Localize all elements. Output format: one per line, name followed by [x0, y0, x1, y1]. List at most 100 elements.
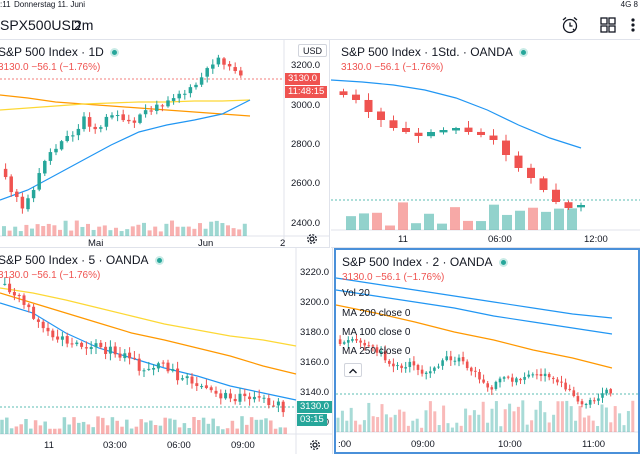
y-tick: 3180.0	[300, 327, 329, 338]
candle-body	[560, 381, 563, 383]
ma-blue-line	[331, 79, 582, 149]
chart-pane-2min-active[interactable]: :00 09:00 10:00 11:00 S&P 500 Index · 2 …	[334, 248, 640, 454]
settings-gear-icon[interactable]	[309, 438, 321, 450]
volume-bar	[226, 225, 230, 236]
settings-gear-icon[interactable]	[306, 232, 318, 244]
candlesticks	[338, 334, 612, 409]
candle-body	[433, 367, 436, 371]
volume-bar	[525, 424, 529, 432]
volume-bar	[552, 414, 556, 432]
volume-bar	[567, 208, 577, 230]
volume-bar	[345, 420, 349, 432]
volume-bar	[600, 404, 604, 432]
volume-bar	[411, 420, 415, 432]
candle-body	[128, 352, 132, 359]
candle-body	[452, 128, 460, 131]
candle-body	[605, 389, 608, 394]
candle-body	[41, 321, 45, 329]
volume-bar	[502, 214, 512, 230]
ma-100-line	[336, 289, 613, 335]
volume-indicator-label[interactable]: Vol 20	[342, 288, 370, 299]
y-tick: 2800.0	[291, 139, 320, 150]
candle-body	[572, 390, 576, 397]
volume-bar	[67, 424, 71, 434]
alarm-clock-icon[interactable]	[560, 15, 580, 35]
pane-title-text: S&P 500 Index · 5 · OANDA	[0, 253, 149, 267]
volume-bar	[437, 425, 441, 432]
layout-grid-icon[interactable]	[598, 15, 618, 35]
volume-bar	[528, 207, 538, 230]
collapse-indicators-button[interactable]	[344, 363, 362, 377]
ma-250-line	[336, 304, 613, 369]
candlesticks	[339, 88, 585, 212]
candle-body	[219, 393, 223, 399]
candle-body	[396, 365, 399, 367]
pane-title-text: S&P 500 Index · 1D	[0, 45, 104, 59]
volume-bar	[163, 417, 167, 434]
candle-body	[65, 135, 69, 142]
candle-body	[531, 374, 535, 376]
pane-title-text: S&P 500 Index · 2 · OANDA	[342, 255, 493, 269]
volume-bar	[264, 418, 268, 434]
candle-body	[389, 120, 398, 128]
currency-badge[interactable]: USD	[298, 44, 328, 57]
y-tick: 3140.0	[300, 387, 329, 398]
candle-body	[80, 342, 84, 347]
pane-title[interactable]: S&P 500 Index · 2 · OANDA	[342, 255, 508, 269]
candle-body	[238, 393, 242, 402]
candle-body	[502, 140, 510, 155]
ma-250-indicator-label[interactable]: MA 250 close 0	[342, 346, 411, 357]
volume-bar	[2, 226, 6, 236]
candle-body	[132, 357, 136, 359]
candle-body	[104, 116, 109, 127]
volume-bar	[384, 414, 388, 432]
candle-body	[71, 135, 75, 137]
2min-chart-canvas[interactable]: :00 09:00 10:00 11:00	[336, 250, 638, 452]
pane-title[interactable]: S&P 500 Index · 5 · OANDA	[0, 253, 164, 267]
candle-body	[576, 396, 580, 402]
interval-selector[interactable]: 2m	[74, 17, 94, 33]
hourly-chart-canvas[interactable]: 11 06:00 12:00	[331, 40, 640, 248]
candle-body	[17, 295, 21, 297]
volume-bar	[349, 407, 353, 432]
symbol-selector[interactable]: SPX500USD	[0, 17, 81, 33]
volume-bar	[182, 423, 187, 434]
volume-bar	[230, 420, 235, 434]
ma-200-indicator-label[interactable]: MA 200 close 0	[342, 308, 411, 319]
ma-200-line	[336, 277, 613, 319]
chart-pane-hourly[interactable]: 11 06:00 12:00 S&P 500 Index · 1Std. · O…	[331, 40, 640, 248]
pane-title[interactable]: S&P 500 Index · 1Std. · OANDA	[341, 45, 528, 59]
more-options-icon[interactable]	[626, 15, 640, 35]
volume-bar	[114, 227, 118, 236]
candle-body	[494, 381, 498, 389]
candle-body	[514, 155, 523, 168]
candle-body	[437, 366, 440, 368]
volume-bar	[29, 428, 33, 434]
candle-body	[46, 327, 50, 332]
volume-bar	[77, 422, 81, 434]
candle-body	[239, 70, 243, 76]
candle-body	[367, 345, 371, 347]
y-tick: 3200.0	[300, 297, 329, 308]
candle-body	[457, 357, 461, 362]
ma-100-indicator-label[interactable]: MA 100 close 0	[342, 327, 411, 338]
candle-body	[43, 160, 47, 174]
y-tick: 3160.0	[300, 357, 329, 368]
candle-body	[527, 167, 535, 178]
5min-chart-canvas[interactable]: 3220.0 3200.0 3180.0 3160.0 3140.0 3120.…	[0, 248, 333, 454]
x-tick: 09:00	[231, 440, 255, 451]
volume-bar	[221, 429, 225, 434]
chart-pane-5min[interactable]: 3220.0 3200.0 3180.0 3160.0 3140.0 3120.…	[0, 248, 333, 454]
bar-countdown-label: 11:48:15	[285, 86, 328, 98]
candle-body	[379, 351, 383, 353]
daily-chart-canvas[interactable]: 3200.0 3000.0 2800.0 2600.0 2400.0 Mai J…	[0, 40, 330, 248]
candle-body	[132, 120, 137, 123]
volume-bar	[86, 223, 90, 236]
volume-bar	[53, 428, 57, 434]
volume-bar	[389, 417, 393, 432]
pane-title[interactable]: S&P 500 Index · 1D	[0, 45, 119, 59]
chart-pane-daily[interactable]: 3200.0 3000.0 2800.0 2600.0 2400.0 Mai J…	[0, 40, 330, 248]
volume-bar	[147, 230, 152, 236]
x-tick: 12:00	[584, 234, 608, 245]
volume-bar	[481, 401, 485, 432]
